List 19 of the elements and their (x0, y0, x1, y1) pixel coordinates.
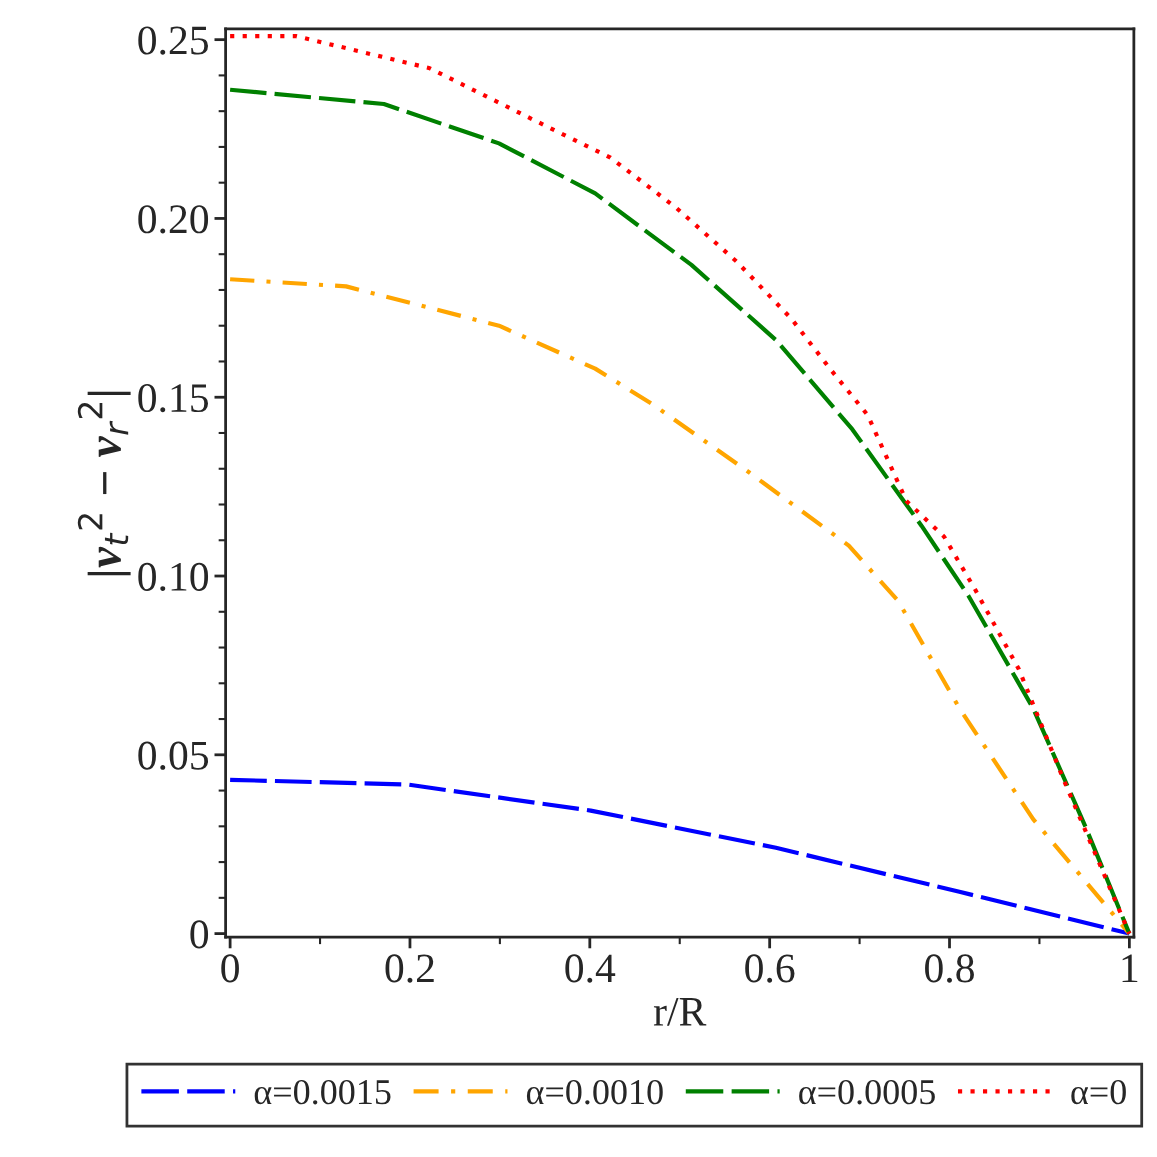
legend-label: α=0.0005 (799, 1079, 935, 1105)
legend-label: α=0 (1071, 1079, 1126, 1105)
x-tick-label: 0.4 (565, 954, 616, 983)
y-tick-label: 0.15 (138, 383, 209, 413)
x-tick-label: 0.8 (925, 954, 974, 983)
legend-label: α=0.0010 (526, 1079, 663, 1105)
y-tick-label: 0.25 (138, 26, 209, 55)
x-tick-label: 0 (221, 954, 239, 983)
x-axis-title: r/R (653, 997, 707, 1026)
y-tick-label: 0.20 (138, 205, 209, 234)
y-axis-title: |v$_{t}$$^{2}$ − v$_{r}$$^{2}$| (77, 391, 131, 576)
y-tick-label: 0 (190, 920, 209, 949)
y-tick-label: 0.05 (138, 741, 209, 770)
x-tick-label: 0.6 (745, 954, 795, 983)
line-series (228, 777, 1132, 936)
legend-label: α=0.0015 (254, 1079, 391, 1105)
x-tick-label: 1 (1122, 954, 1138, 983)
x-tick-label: 0.2 (385, 954, 434, 983)
y-tick-label: 0.10 (138, 562, 209, 592)
